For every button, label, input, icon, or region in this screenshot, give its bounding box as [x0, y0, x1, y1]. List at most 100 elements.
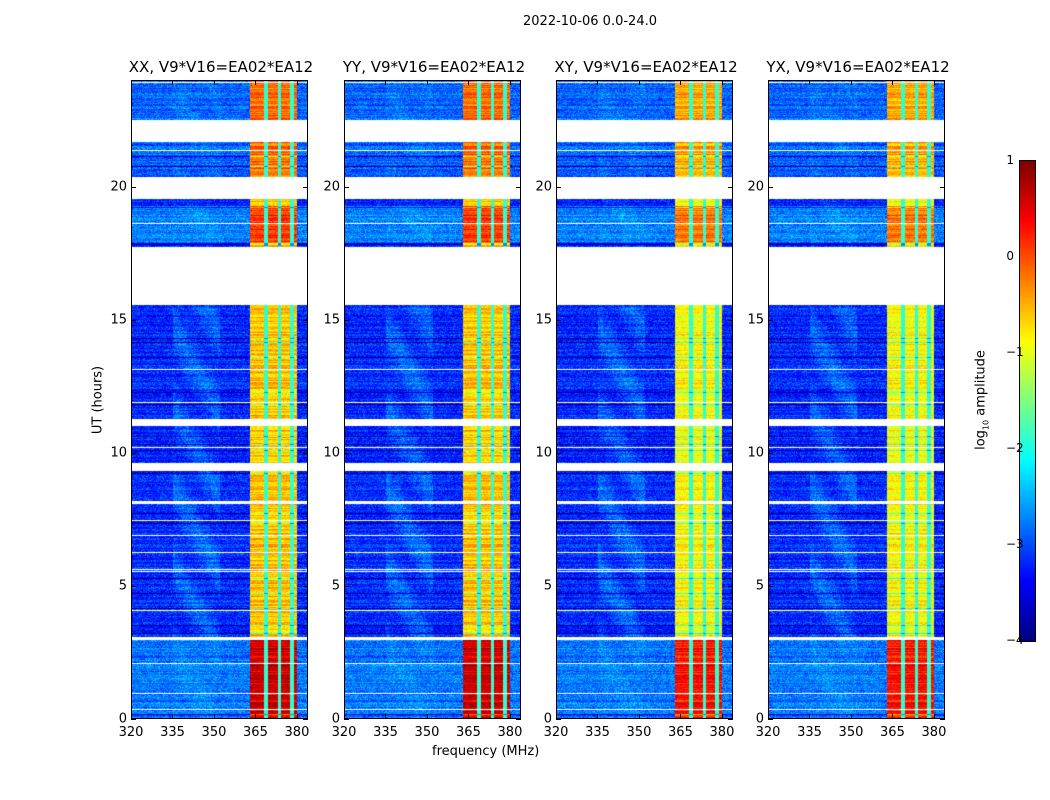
y-tick-mark	[768, 452, 773, 454]
x-tick-label: 365	[880, 725, 905, 740]
figure-title: 2022-10-06 0.0-24.0	[523, 14, 657, 29]
y-tick-mark	[303, 719, 308, 720]
x-tick-label: 320	[755, 725, 781, 740]
axes-frame	[131, 80, 308, 719]
x-tick-mark	[468, 714, 470, 719]
y-tick-label: 5	[118, 578, 127, 594]
y-tick-mark	[516, 319, 521, 321]
colorbar-tick-label: −4	[1006, 633, 1024, 647]
y-tick-mark	[131, 585, 136, 587]
x-tick-mark	[597, 714, 599, 719]
x-tick-mark	[768, 714, 769, 719]
y-tick-mark	[728, 186, 733, 188]
x-tick-label: 380	[497, 725, 523, 740]
y-tick-mark	[131, 719, 136, 720]
y-tick-mark	[768, 719, 773, 720]
y-tick-mark	[344, 186, 349, 188]
x-tick-label: 380	[921, 725, 947, 740]
y-tick-label: 15	[747, 312, 764, 328]
x-tick-mark	[468, 80, 470, 85]
x-tick-label: 380	[709, 725, 735, 740]
panel-title: XX, V9*V16=EA02*EA12	[128, 58, 314, 76]
x-tick-mark	[255, 714, 257, 719]
y-tick-label: 20	[535, 179, 552, 194]
x-tick-mark	[255, 80, 257, 85]
x-axis-label: frequency (MHz)	[432, 744, 540, 759]
y-tick-label: 0	[755, 711, 764, 727]
y-tick-mark	[344, 452, 349, 454]
colorbar-tick-label: 1	[1006, 153, 1014, 167]
x-tick-mark	[721, 80, 723, 85]
x-tick-mark	[426, 714, 428, 719]
axes-frame	[768, 80, 945, 719]
y-tick-mark	[344, 319, 349, 321]
x-tick-label: 365	[668, 725, 693, 740]
y-tick-label: 10	[535, 445, 552, 461]
y-tick-label: 10	[747, 445, 764, 461]
x-tick-mark	[597, 80, 599, 85]
x-tick-mark	[809, 714, 811, 719]
x-tick-mark	[638, 80, 640, 85]
x-tick-label: 350	[626, 725, 652, 740]
y-tick-mark	[768, 585, 773, 587]
y-tick-mark	[768, 319, 773, 321]
x-tick-mark	[385, 80, 387, 85]
y-tick-label: 15	[110, 312, 127, 328]
y-tick-label: 5	[543, 578, 552, 594]
colorbar-tick-label: −2	[1006, 441, 1024, 455]
x-tick-mark	[296, 714, 298, 719]
y-tick-mark	[940, 186, 945, 188]
x-tick-label: 320	[331, 725, 357, 740]
colorbar-tick-label: 0	[1006, 249, 1014, 263]
x-tick-label: 365	[456, 725, 481, 740]
y-tick-mark	[556, 186, 561, 188]
y-tick-mark	[728, 585, 733, 587]
y-tick-mark	[344, 719, 349, 720]
y-tick-mark	[344, 585, 349, 587]
x-tick-label: 350	[201, 725, 227, 740]
y-axis-label: UT (hours)	[90, 365, 106, 435]
y-tick-mark	[303, 319, 308, 321]
x-tick-mark	[721, 714, 723, 719]
y-tick-mark	[131, 319, 136, 321]
x-tick-mark	[892, 80, 894, 85]
panel-3: YX, V9*V16=EA02*EA12 320 335 350 365 380 0 5 10 1…	[747, 58, 949, 740]
y-tick-label: 5	[755, 578, 764, 594]
x-tick-label: 335	[585, 725, 610, 740]
colorbar-label: log10 amplitude	[973, 350, 991, 450]
y-tick-label: 20	[323, 179, 340, 194]
y-tick-mark	[556, 719, 561, 720]
y-tick-mark	[940, 319, 945, 321]
y-tick-mark	[728, 319, 733, 321]
y-tick-mark	[940, 452, 945, 454]
waterfall-heatmap	[768, 80, 945, 719]
x-tick-mark	[172, 80, 174, 85]
y-tick-label: 0	[331, 711, 340, 727]
colorbar	[1019, 160, 1036, 642]
x-tick-mark	[131, 80, 132, 85]
y-tick-mark	[516, 452, 521, 454]
y-tick-label: 10	[110, 445, 127, 461]
x-tick-mark	[509, 80, 511, 85]
y-tick-label: 20	[747, 179, 764, 194]
waterfall-heatmap	[131, 80, 308, 719]
x-tick-label: 335	[373, 725, 398, 740]
colorbar-tick-label: −1	[1006, 345, 1024, 359]
panel-title: YX, V9*V16=EA02*EA12	[766, 58, 950, 76]
colorbar-tick-label: −3	[1006, 537, 1024, 551]
x-tick-mark	[131, 714, 132, 719]
x-tick-mark	[426, 80, 428, 85]
x-tick-label: 350	[414, 725, 440, 740]
y-tick-label: 20	[110, 179, 127, 194]
y-tick-mark	[728, 719, 733, 720]
x-tick-mark	[850, 714, 852, 719]
x-tick-mark	[556, 714, 557, 719]
axes-frame	[344, 80, 521, 719]
x-tick-mark	[213, 714, 215, 719]
panel-1: YY, V9*V16=EA02*EA12 320 335 350 365 380 0 5 10 1…	[323, 58, 525, 740]
panel-0: XX, V9*V16=EA02*EA12 320 335 350 365 380 0 5 10 1…	[110, 58, 313, 740]
x-tick-mark	[680, 80, 682, 85]
waterfall-heatmap	[556, 80, 733, 719]
x-tick-label: 365	[243, 725, 268, 740]
